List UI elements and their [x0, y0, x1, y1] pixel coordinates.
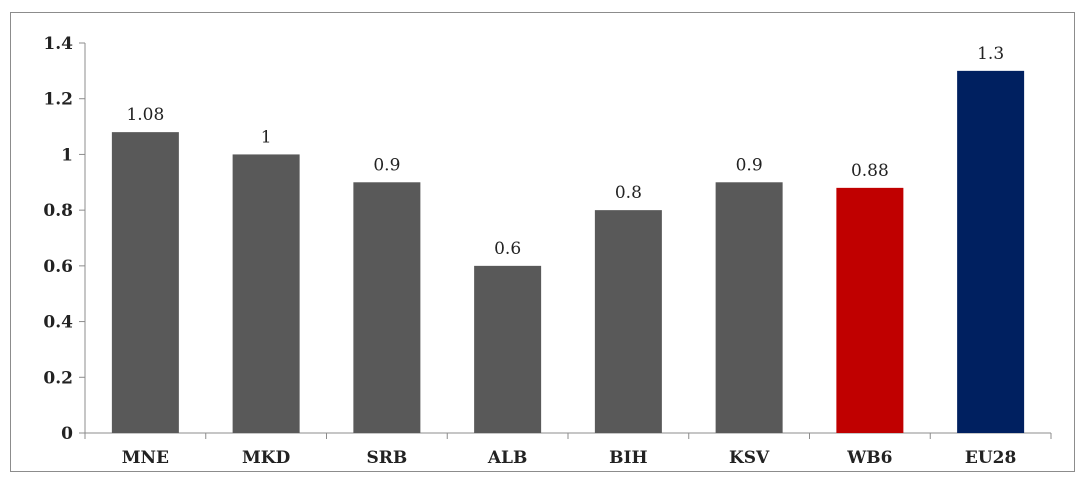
x-tick-label: MNE	[122, 448, 169, 468]
x-tick-label: BIH	[609, 448, 647, 468]
y-tick-label: 1.4	[43, 34, 73, 54]
y-tick-label: 1.2	[43, 90, 73, 110]
bar-alb	[474, 265, 542, 433]
x-tick-label: WB6	[846, 448, 892, 468]
data-label: 0.6	[494, 239, 521, 259]
bar-mne	[111, 132, 179, 433]
data-label: 0.9	[373, 155, 400, 175]
y-tick-label: 0.4	[43, 313, 73, 333]
bar-chart: 0 0.2 0.4 0.6 0.8 1 1.2 1.4 1.08 MNE 1 MKD 0.9 SRB 0.6…	[43, 34, 1052, 468]
bar-eu28	[957, 70, 1025, 433]
clipped-figure-title	[0, 0, 1085, 6]
bar-ksv	[715, 182, 783, 433]
data-label: 0.8	[615, 183, 642, 203]
bar-bih	[594, 210, 662, 433]
y-tick-label: 0.6	[43, 257, 73, 277]
data-label: 1.3	[977, 44, 1004, 64]
y-tick-label: 0.2	[43, 368, 73, 388]
bar-wb6	[836, 187, 904, 433]
chart-frame: 0 0.2 0.4 0.6 0.8 1 1.2 1.4 1.08 MNE 1 MKD 0.9 SRB 0.6…	[10, 12, 1075, 472]
data-label: 1	[261, 127, 272, 147]
x-tick-label: SRB	[366, 448, 407, 468]
data-label: 0.9	[736, 155, 763, 175]
y-tick-label: 0	[61, 424, 73, 444]
x-tick-label: ALB	[487, 448, 528, 468]
x-tick-label: KSV	[729, 448, 770, 468]
bar-mkd	[232, 154, 300, 433]
x-tick-label: MKD	[242, 448, 291, 468]
bar-srb	[353, 182, 421, 433]
data-label: 1.08	[126, 105, 164, 125]
y-tick-label: 0.8	[43, 201, 73, 221]
x-tick-label: EU28	[965, 448, 1016, 468]
data-label: 0.88	[851, 161, 889, 181]
y-tick-label: 1	[61, 145, 73, 165]
